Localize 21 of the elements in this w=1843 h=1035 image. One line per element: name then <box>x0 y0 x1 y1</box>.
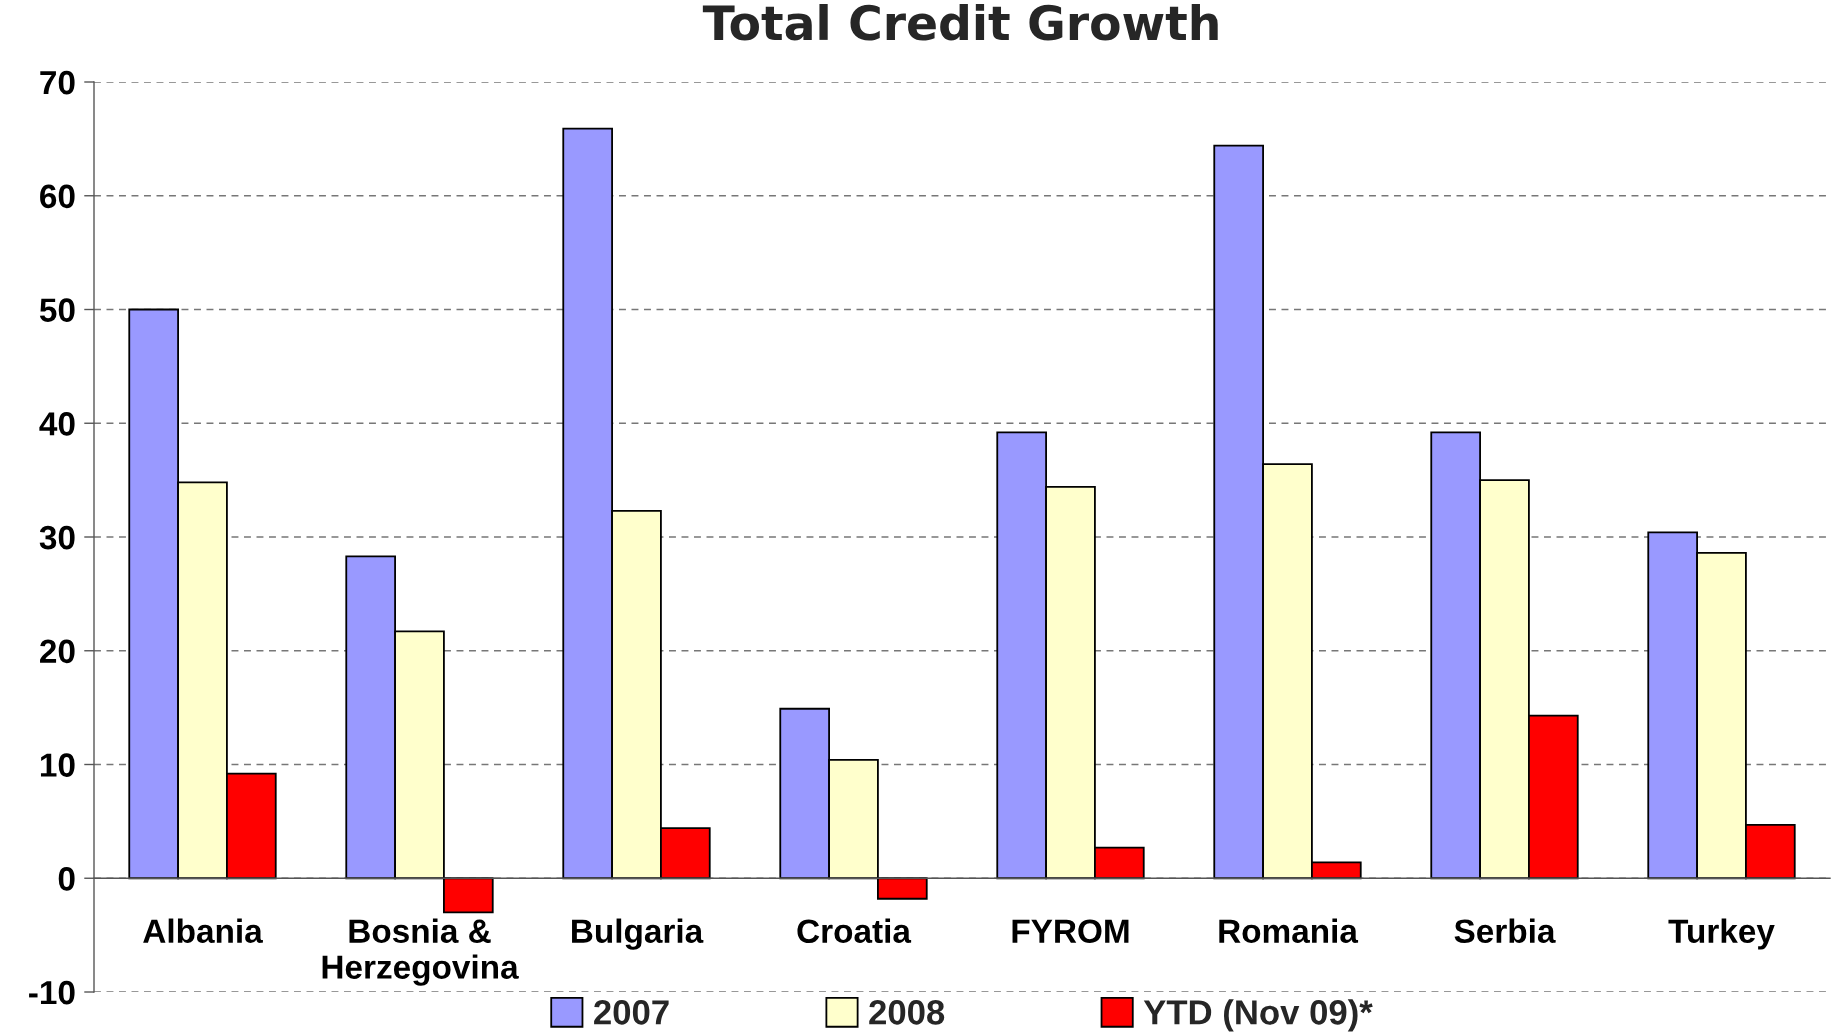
y-tick-label: 60 <box>40 184 75 209</box>
legend-label: YTD (Nov 09)* <box>1143 999 1373 1032</box>
y-tick-label: 0 <box>58 867 75 891</box>
y-tick-label: 30 <box>39 525 75 550</box>
y-tick-label: -10 <box>29 980 75 1005</box>
x-tick-label: Romania <box>1219 918 1359 944</box>
y-tick-label: 10 <box>40 753 75 777</box>
y-tick-label: 20 <box>40 639 75 664</box>
x-tick-label: Serbia <box>1454 918 1556 944</box>
x-tick-label: Albania <box>143 918 263 944</box>
x-tick-label: Bulgaria <box>572 918 704 950</box>
x-tick-label: Bosnia & Herzegovina <box>322 918 519 986</box>
y-tick-label: 40 <box>39 412 75 436</box>
y-tick-label: 50 <box>39 298 75 322</box>
x-tick-label: FYROM <box>1012 919 1129 944</box>
x-tick-label: Turkey <box>1668 918 1775 950</box>
y-tick-label: 70 <box>40 70 75 95</box>
legend-label: 2008 <box>869 1000 945 1025</box>
x-tick-label: Croatia <box>797 918 912 944</box>
legend-label: 2007 <box>594 1000 669 1025</box>
chart-title: Total Credit Growth <box>702 4 1218 41</box>
